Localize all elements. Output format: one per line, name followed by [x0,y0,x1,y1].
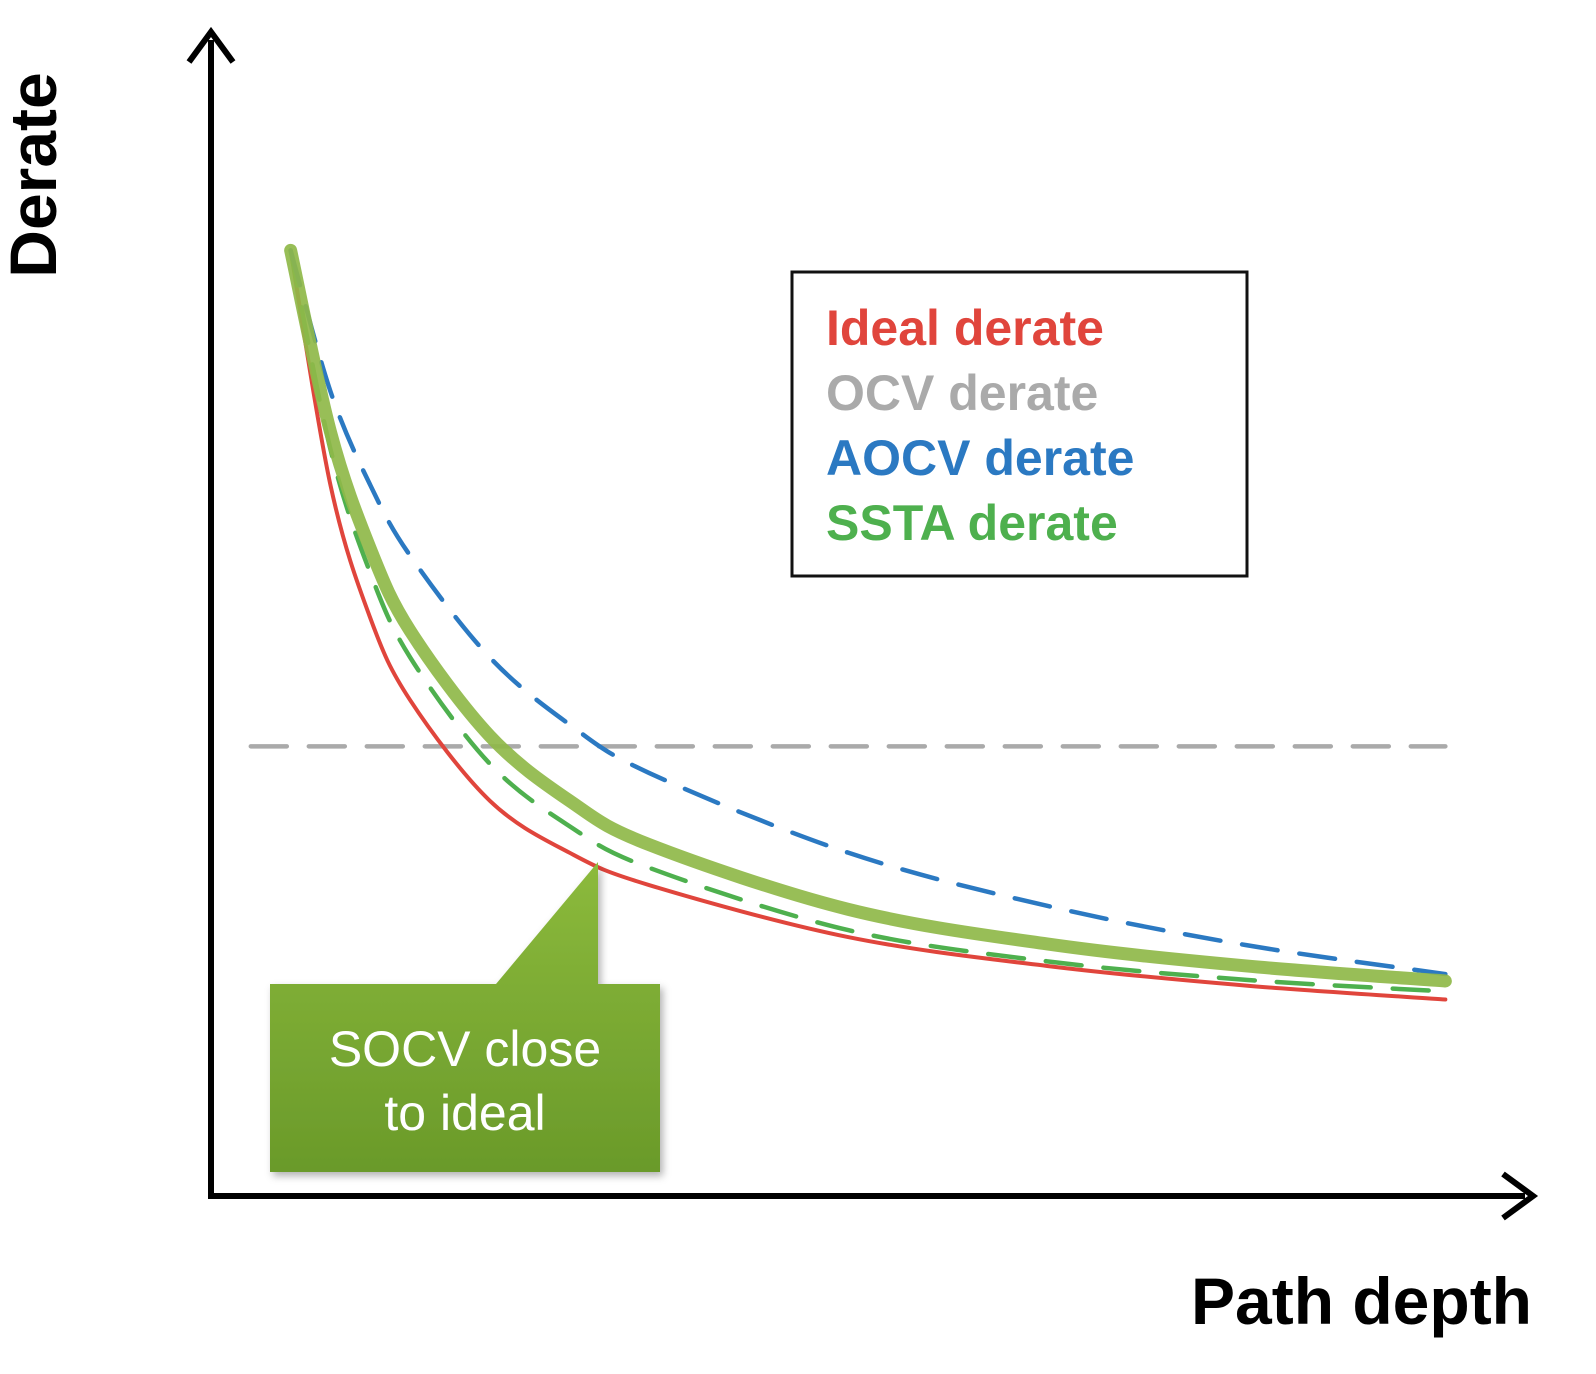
legend-ssta: SSTA derate [826,495,1118,551]
callout-shape [270,862,660,1172]
callout-line-1: SOCV close [329,1021,601,1077]
legend-aocv: AOCV derate [826,430,1134,486]
legend: Ideal derate OCV derate AOCV derate SSTA… [790,270,1249,578]
legend-ocv: OCV derate [826,365,1098,421]
callout-line-2: to ideal [384,1085,545,1141]
series-line-socv [284,243,1452,988]
legend-box [790,270,1249,578]
series-line-aocv-derate [288,248,1448,977]
x-axis-arrow-icon [1501,1171,1539,1221]
y-axis-title: Derate [0,72,70,277]
legend-ideal: Ideal derate [826,300,1104,356]
socv-callout: SOCV close to ideal [270,862,660,1172]
x-axis-title: Path depth [1191,1264,1532,1338]
axes [186,26,1539,1221]
y-axis-arrow-icon [186,26,236,64]
